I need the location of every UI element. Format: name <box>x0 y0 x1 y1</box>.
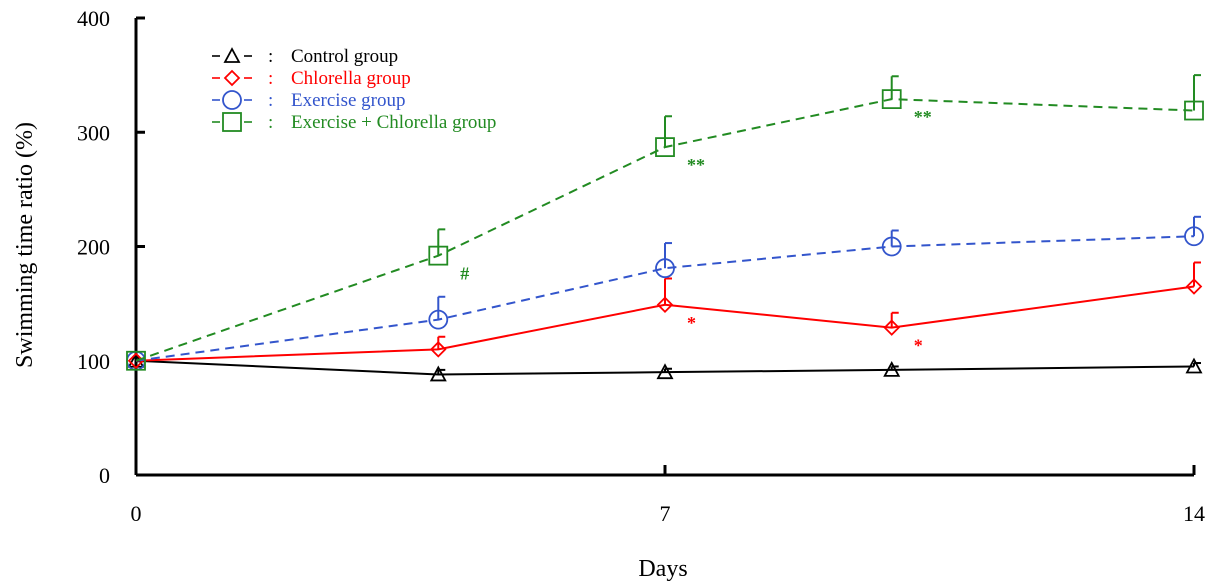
legend-marker <box>222 90 242 110</box>
data-point <box>883 360 901 377</box>
data-point <box>656 363 674 380</box>
data-point <box>883 319 900 336</box>
data-point <box>881 89 902 110</box>
y-axis-label: Swimming time ratio (%) <box>12 122 38 368</box>
data-point <box>881 236 902 257</box>
legend-marker <box>223 47 241 63</box>
significance-label: ** <box>914 107 932 127</box>
significance-label: # <box>460 264 469 284</box>
x-tick-label: 0 <box>131 501 142 526</box>
data-point <box>429 365 447 382</box>
x-tick-label: 7 <box>660 501 671 526</box>
legend-separator: : <box>268 90 273 111</box>
data-point <box>655 137 675 158</box>
legend-item: : Exercise group <box>212 90 405 111</box>
significance-label: * <box>914 336 923 356</box>
series-line <box>135 359 1195 376</box>
significance-label: * <box>687 313 696 333</box>
chart-series: ****#****** <box>126 74 1204 382</box>
data-point <box>428 245 449 266</box>
legend-marker <box>222 112 242 132</box>
data-point <box>428 309 449 330</box>
series-1: **** <box>127 261 1203 370</box>
data-point <box>1185 278 1203 295</box>
chart-axes: 0 100 200 300 400 0 7 14 <box>77 6 1205 526</box>
data-point <box>1184 100 1204 121</box>
data-point <box>1184 226 1204 247</box>
y-tick-label: 400 <box>77 6 110 31</box>
y-tick-label: 200 <box>77 235 110 260</box>
data-point <box>1185 357 1203 374</box>
y-tick-label: 300 <box>77 120 110 145</box>
legend-separator: : <box>268 46 273 67</box>
x-axis-label: Days <box>638 556 687 582</box>
legend-label: Exercise + Chlorella group <box>291 112 496 133</box>
legend-item: : Control group <box>212 46 398 67</box>
legend-item: : Chlorella group <box>212 68 411 89</box>
data-point <box>430 341 447 358</box>
significance-label: ** <box>687 155 705 175</box>
x-tick-label: 14 <box>1183 501 1205 526</box>
data-point <box>655 258 675 279</box>
legend-label: Control group <box>291 46 398 67</box>
data-point <box>126 350 146 371</box>
chart-legend: : Control group: Chlorella group: Exercise … <box>212 46 496 133</box>
series-3: #****** <box>126 74 1204 371</box>
legend-item: : Exercise + Chlorella group <box>212 112 496 133</box>
y-tick-label: 0 <box>99 463 110 488</box>
series-line <box>135 235 1195 362</box>
legend-separator: : <box>268 68 273 89</box>
y-tick-label: 100 <box>77 349 110 374</box>
legend-label: Chlorella group <box>291 68 411 89</box>
legend-separator: : <box>268 112 273 133</box>
legend-marker <box>223 69 241 87</box>
series-0 <box>127 351 1203 382</box>
data-point <box>656 296 674 314</box>
legend-label: Exercise group <box>291 90 405 111</box>
